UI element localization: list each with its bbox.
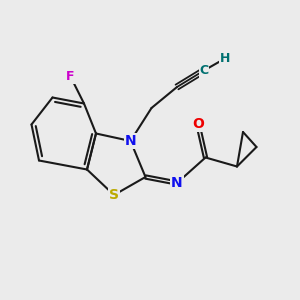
Text: C: C [200,64,208,77]
Text: H: H [220,52,230,65]
Text: O: O [192,118,204,131]
Text: N: N [125,134,136,148]
Text: S: S [109,188,119,202]
Text: N: N [171,176,183,190]
Text: F: F [66,70,75,83]
